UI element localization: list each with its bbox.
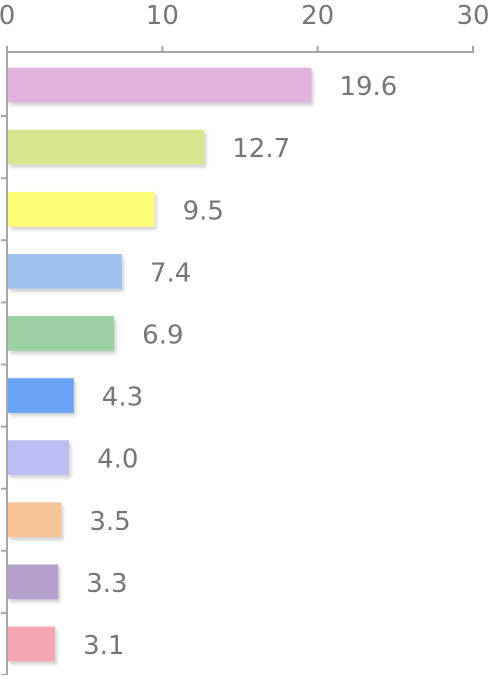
data-label: 3.5 [89,507,130,537]
x-tick-label: 10 [146,1,179,31]
bar [8,316,115,351]
bar [8,191,155,227]
bars [8,67,312,662]
x-tick-label: 20 [301,1,334,31]
data-label: 3.1 [83,631,124,661]
data-label: 19.6 [339,72,397,102]
data-label: 6.9 [142,320,183,350]
data-label: 3.3 [86,569,127,599]
data-label: 4.0 [97,445,138,475]
bar [8,67,312,103]
bar [8,564,59,600]
data-labels: 19.6 12.7 9.5 7.4 6.9 4.3 4.0 3.5 3.3 3.1 [83,72,397,661]
bar [8,440,70,476]
data-label: 12.7 [232,134,290,164]
bar [8,378,74,413]
x-tick-label: 0 [0,1,15,31]
data-label: 9.5 [183,196,224,226]
bar [8,502,62,538]
bar [8,626,56,662]
data-label: 7.4 [150,258,191,288]
bar [8,253,122,289]
data-label: 4.3 [102,383,143,413]
bar [8,129,205,165]
x-tick-label: 30 [456,1,489,31]
